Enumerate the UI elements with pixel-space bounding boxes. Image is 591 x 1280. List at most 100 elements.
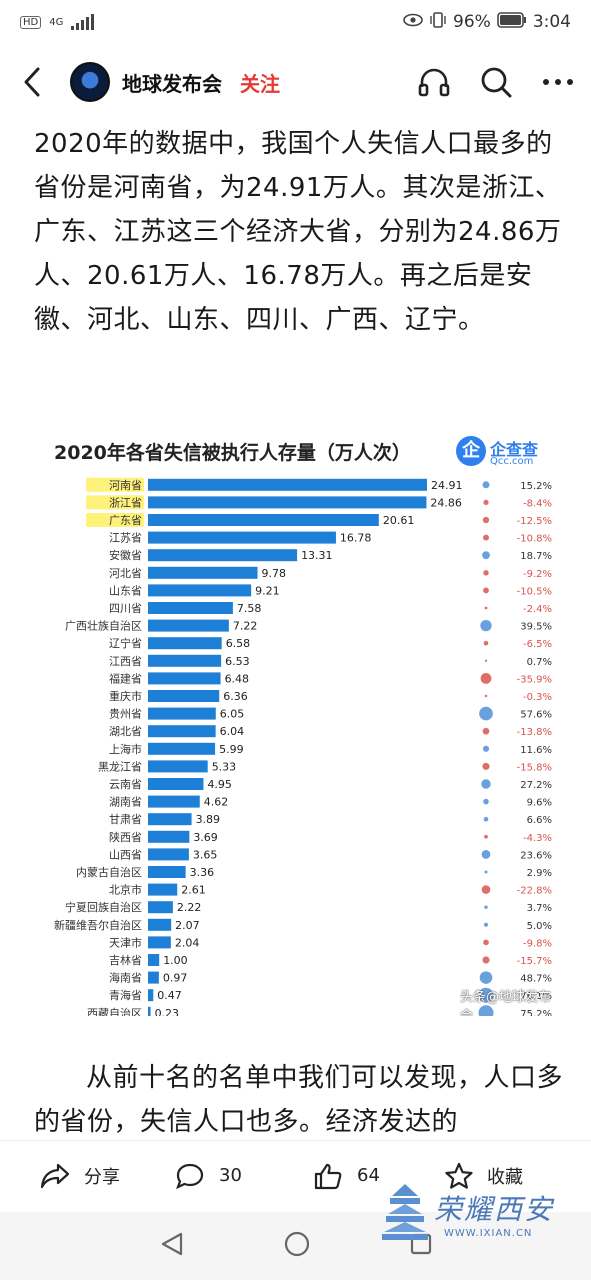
change-label: -8.4%	[523, 498, 552, 509]
category-label: 浙江省	[109, 496, 142, 509]
category-label: 甘肃省	[109, 813, 142, 826]
change-dot	[480, 673, 492, 684]
bar	[148, 531, 336, 544]
category-label: 湖北省	[109, 725, 142, 738]
search-icon[interactable]	[479, 65, 513, 99]
change-dot	[481, 779, 491, 789]
bar-value-label: 4.95	[207, 778, 232, 791]
article-header: 地球发布会 关注	[0, 50, 591, 114]
more-icon[interactable]	[541, 77, 575, 87]
bar	[148, 514, 379, 526]
bar	[148, 1006, 151, 1016]
bar-value-label: 24.86	[430, 496, 462, 509]
system-nav-bar	[0, 1212, 591, 1280]
chart-image[interactable]: 2020年各省失信被执行人存量（万人次） 企 企查查 Qcc.com 河南省 24…	[34, 436, 558, 1016]
bar	[148, 936, 171, 949]
follow-button[interactable]: 关注	[240, 71, 280, 96]
category-label: 西藏自治区	[87, 1006, 142, 1016]
category-label: 黑龙江省	[98, 760, 142, 773]
bar-value-label: 9.78	[262, 567, 287, 580]
site-watermark: 荣耀西安 WWW.IXIAN.CN	[378, 1180, 568, 1250]
comment-button[interactable]: 30	[175, 1162, 313, 1190]
category-label: 安徽省	[109, 548, 142, 562]
change-label: -0.3%	[523, 692, 552, 703]
bar-value-label: 6.53	[225, 655, 250, 668]
channel-name[interactable]: 地球发布会	[122, 71, 222, 96]
bar	[148, 760, 208, 773]
change-dot	[481, 885, 491, 894]
change-dot	[478, 987, 494, 1003]
back-arrow-icon[interactable]	[16, 62, 48, 102]
change-label: 5.0%	[527, 921, 552, 932]
site-watermark-en: WWW.IXIAN.CN	[444, 1228, 533, 1239]
bar	[148, 725, 216, 738]
status-bar: HD 4G 96% 3:04	[0, 0, 591, 44]
category-label: 新疆维吾尔自治区	[54, 918, 142, 932]
bar	[148, 707, 216, 720]
category-label: 吉林省	[109, 953, 142, 967]
brand-url: Qcc.com	[490, 456, 534, 467]
bar	[148, 637, 222, 650]
nav-back-icon[interactable]	[159, 1231, 185, 1261]
change-dot	[484, 659, 488, 662]
bar-value-label: 6.05	[220, 708, 245, 721]
change-dot	[481, 850, 491, 859]
change-label: 6.6%	[527, 815, 552, 826]
nav-home-icon[interactable]	[283, 1230, 311, 1262]
bar	[148, 954, 160, 966]
change-label: -6.5%	[523, 639, 552, 650]
category-label: 内蒙古自治区	[76, 865, 142, 879]
qcc-logo: 企 企查查 Qcc.com	[456, 436, 548, 470]
change-dot	[482, 727, 490, 735]
change-dot	[482, 516, 490, 524]
change-label: 15.2%	[520, 481, 552, 492]
change-dot	[479, 706, 493, 721]
bar-value-label: 2.07	[175, 919, 200, 932]
change-label: -10.8%	[517, 534, 552, 545]
bar	[148, 549, 298, 562]
change-dot	[483, 640, 489, 646]
category-label: 上海市	[109, 742, 142, 756]
share-button[interactable]: 分享	[40, 1163, 175, 1189]
star-icon	[445, 1162, 473, 1189]
category-label: 江苏省	[109, 532, 142, 545]
category-label: 宁夏回族自治区	[65, 900, 142, 914]
favorite-button[interactable]: 收藏	[445, 1162, 523, 1190]
change-dot	[482, 551, 490, 560]
bar-value-label: 7.22	[233, 620, 258, 633]
category-label: 重庆市	[109, 689, 142, 703]
category-label: 福建省	[109, 671, 142, 685]
change-label: 18.7%	[520, 551, 552, 562]
bar-value-label: 20.61	[383, 514, 415, 527]
change-dot	[480, 619, 492, 632]
change-label: 0.7%	[527, 657, 552, 668]
change-dot	[482, 481, 490, 489]
change-label: 39.5%	[520, 622, 552, 633]
channel-avatar[interactable]	[70, 62, 110, 102]
bar	[148, 654, 222, 667]
change-label: -2.4%	[523, 604, 552, 615]
change-dot	[484, 694, 488, 698]
change-dot	[482, 956, 490, 964]
like-button[interactable]: 64	[313, 1162, 445, 1190]
bar-value-label: 9.21	[255, 584, 279, 597]
comment-icon	[176, 1163, 204, 1189]
network-type: 4G	[49, 16, 64, 28]
change-label: -12.5%	[517, 516, 552, 527]
headphones-icon[interactable]	[417, 65, 451, 99]
change-label: -9.2%	[523, 569, 552, 580]
bar	[148, 795, 200, 808]
chart-title: 2020年各省失信被执行人存量（万人次）	[54, 442, 411, 464]
category-highlight	[86, 495, 144, 510]
change-label: 27.2%	[520, 780, 552, 791]
bar	[148, 672, 221, 685]
category-label: 山西省	[109, 848, 142, 861]
change-dot	[483, 499, 489, 506]
category-label: 辽宁省	[109, 636, 142, 650]
share-label: 分享	[84, 1166, 120, 1188]
bar-value-label: 4.62	[204, 796, 229, 809]
change-dot	[483, 534, 489, 541]
qcc-logo-icon: 企	[456, 436, 486, 466]
comment-count: 30	[219, 1165, 242, 1186]
category-label: 北京市	[109, 883, 142, 897]
